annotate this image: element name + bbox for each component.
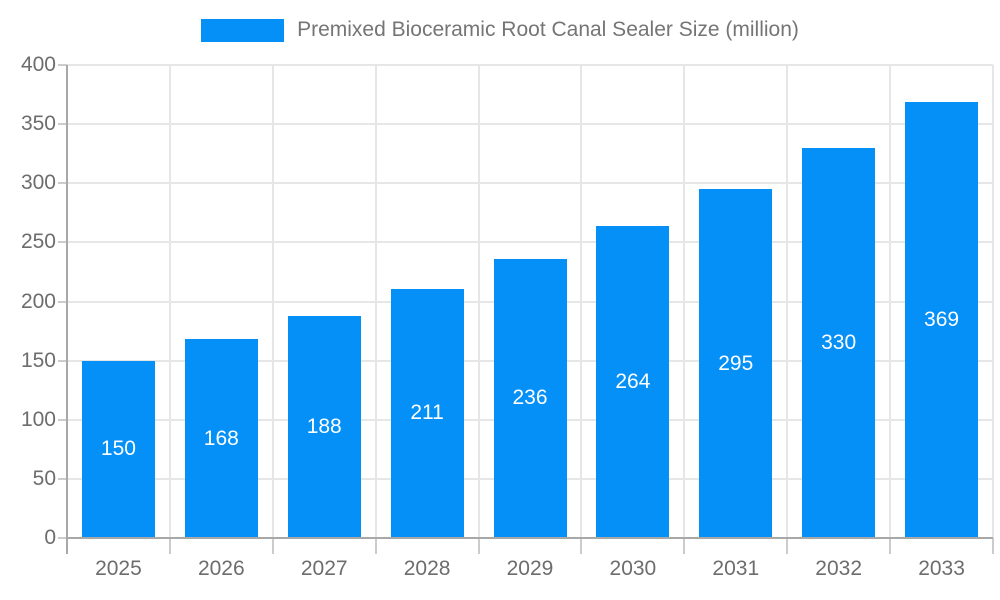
bar-2032[interactable]: 330	[802, 147, 876, 538]
y-tick-label: 50	[32, 466, 56, 490]
bar-2026[interactable]: 168	[184, 339, 258, 538]
bar-value-label: 369	[924, 307, 960, 331]
x-tick-mark	[374, 538, 377, 554]
x-tick-label: 2032	[815, 557, 863, 580]
bar-value-label: 330	[821, 330, 857, 354]
x-tick-label: 2033	[918, 557, 965, 580]
v-gridline	[272, 65, 274, 538]
plot-area: 150 168 188 211 236 264 295 330 369	[67, 64, 994, 538]
x-tick-label: 2030	[609, 557, 657, 580]
x-tick-mark	[889, 538, 892, 554]
x-tick-label: 2031	[712, 557, 760, 580]
y-tick-label: 300	[20, 171, 56, 195]
chart-legend[interactable]: Premixed Bioceramic Root Canal Sealer Si…	[0, 18, 1000, 42]
x-tick-mark	[683, 538, 686, 554]
v-gridline	[992, 65, 994, 538]
bar-2025[interactable]: 150	[81, 360, 155, 538]
y-tick-mark	[58, 477, 67, 480]
bar-2031[interactable]: 295	[699, 189, 773, 538]
bar-2030[interactable]: 264	[596, 225, 670, 538]
y-axis-line	[66, 65, 68, 554]
x-tick-label: 2028	[403, 557, 451, 580]
y-tick-mark	[58, 123, 67, 126]
x-tick-mark	[992, 538, 994, 554]
y-tick-label: 250	[20, 230, 56, 254]
y-tick-mark	[58, 359, 67, 362]
x-tick-label: 2027	[300, 557, 348, 580]
y-tick-mark	[58, 300, 67, 303]
y-tick-mark	[58, 418, 67, 421]
x-tick-mark	[786, 538, 789, 554]
bar-value-label: 188	[306, 414, 342, 438]
y-tick-mark	[58, 182, 67, 185]
v-gridline	[375, 65, 377, 538]
y-tick-label: 150	[20, 348, 56, 372]
y-tick-label: 100	[20, 407, 56, 431]
bar-2028[interactable]: 211	[390, 288, 464, 538]
legend-label: Premixed Bioceramic Root Canal Sealer Si…	[297, 18, 799, 41]
v-gridline	[580, 65, 582, 538]
x-axis-line	[67, 537, 993, 539]
y-tick-mark	[58, 241, 67, 244]
bar-2033[interactable]: 369	[905, 101, 979, 538]
v-gridline	[889, 65, 891, 538]
y-tick-label: 350	[20, 112, 56, 136]
y-tick-label: 0	[44, 526, 56, 549]
h-gridline	[67, 241, 993, 244]
x-tick-mark	[580, 538, 583, 554]
h-gridline	[67, 64, 993, 66]
x-tick-label: 2025	[95, 557, 142, 580]
bar-value-label: 236	[512, 386, 548, 410]
bar-value-label: 211	[410, 401, 444, 425]
x-tick-label: 2029	[506, 557, 554, 580]
v-gridline	[683, 65, 685, 538]
bar-value-label: 150	[100, 437, 136, 461]
bar-2027[interactable]: 188	[287, 315, 361, 538]
x-tick-label: 2026	[197, 557, 245, 580]
bar-value-label: 295	[718, 351, 754, 375]
v-gridline	[478, 65, 480, 538]
x-tick-mark	[168, 538, 171, 554]
legend-swatch-icon	[201, 18, 285, 42]
bar-value-label: 264	[615, 369, 651, 393]
y-tick-label: 400	[20, 53, 56, 76]
x-tick-mark	[271, 538, 274, 554]
bar-value-label: 168	[203, 426, 239, 450]
v-gridline	[786, 65, 788, 538]
y-tick-mark	[58, 537, 67, 539]
h-gridline	[67, 182, 993, 185]
y-tick-mark	[58, 64, 67, 66]
bar-2029[interactable]: 236	[493, 258, 567, 538]
y-tick-label: 200	[20, 289, 56, 313]
x-tick-mark	[477, 538, 480, 554]
h-gridline	[67, 123, 993, 126]
v-gridline	[169, 65, 171, 538]
